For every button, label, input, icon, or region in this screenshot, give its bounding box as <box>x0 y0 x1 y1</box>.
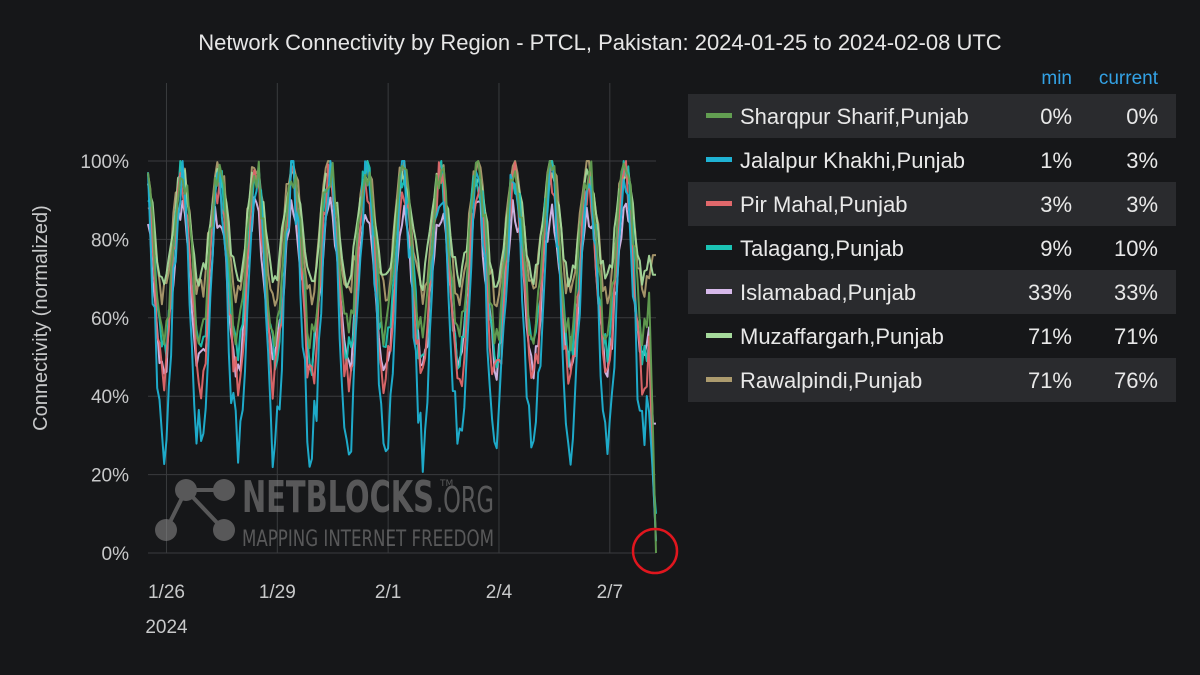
y-tick-label: 20% <box>91 466 129 487</box>
legend-min-value: 33% <box>1027 280 1072 305</box>
x-tick-label: 1/26 <box>148 582 185 603</box>
legend-min-value: 1% <box>1040 148 1072 173</box>
legend-row[interactable]: Sharqpur Sharif,Punjab 0% 0% <box>688 94 1176 138</box>
chart-axes: 0% 20% 40% 60% 80% 100% 1/26 2024 1/29 2/1 2/4 2/7 C… <box>30 152 623 638</box>
chart-title: Network Connectivity by Region - PTCL, P… <box>198 30 1002 55</box>
legend-row[interactable]: Muzaffargarh,Punjab 71% 71% <box>688 314 1176 358</box>
legend-current-value: 33% <box>1113 280 1158 305</box>
x-tick-label: 2/1 <box>375 582 401 603</box>
legend-header: min current <box>688 66 1176 94</box>
legend-series-name: Jalalpur Khakhi,Punjab <box>740 148 966 173</box>
watermark-tagline: MAPPING INTERNET FREEDOM <box>242 527 494 552</box>
legend-series-name: Rawalpindi,Punjab <box>740 368 923 393</box>
watermark-suffix: .ORG <box>436 480 494 521</box>
y-tick-label: 100% <box>80 152 129 173</box>
x-tick-label: 2/4 <box>486 582 513 603</box>
legend-current-value: 71% <box>1113 324 1158 349</box>
netblocks-logo-icon <box>155 479 235 541</box>
legend-row[interactable]: Rawalpindi,Punjab 71% 76% <box>688 358 1176 402</box>
legend-series-name: Sharqpur Sharif,Punjab <box>740 104 969 129</box>
legend-series-name: Muzaffargarh,Punjab <box>740 324 944 349</box>
y-tick-label: 60% <box>91 309 129 330</box>
netblocks-watermark: NETBLOCKS .ORG TM MAPPING INTERNET FREED… <box>155 472 494 552</box>
legend-swatch <box>706 289 732 294</box>
legend-col-current[interactable]: current <box>1098 68 1158 89</box>
legend-series-name: Pir Mahal,Punjab <box>740 192 908 217</box>
legend-current-value: 3% <box>1126 148 1158 173</box>
watermark-tm: TM <box>439 479 453 489</box>
y-tick-label: 0% <box>102 544 130 565</box>
legend-current-value: 76% <box>1113 368 1158 393</box>
legend-swatch <box>706 377 732 382</box>
connectivity-line-chart: NETBLOCKS .ORG TM MAPPING INTERNET FREED… <box>30 83 679 638</box>
legend-min-value: 3% <box>1040 192 1072 217</box>
legend-table: min current Sharqpur Sharif,Punjab 0% 0% Ja… <box>688 66 1176 402</box>
legend-current-value: 3% <box>1126 192 1158 217</box>
series-line <box>147 160 657 554</box>
legend-swatch <box>706 201 732 206</box>
legend-swatch <box>706 245 732 250</box>
legend-row[interactable]: Islamabad,Punjab 33% 33% <box>688 270 1176 314</box>
y-tick-label: 40% <box>91 387 129 408</box>
legend-series-name: Talagang,Punjab <box>740 236 904 261</box>
legend-row[interactable]: Talagang,Punjab 9% 10% <box>688 226 1176 270</box>
legend-min-value: 71% <box>1027 368 1072 393</box>
legend-min-value: 0% <box>1040 104 1072 129</box>
x-tick-sublabel: 2024 <box>145 617 188 638</box>
legend-min-value: 9% <box>1040 236 1072 261</box>
legend-min-value: 71% <box>1027 324 1072 349</box>
legend-swatch <box>706 333 732 338</box>
legend-swatch <box>706 157 732 162</box>
outage-highlight-circle <box>631 527 679 575</box>
legend-row[interactable]: Pir Mahal,Punjab 3% 3% <box>688 182 1176 226</box>
x-tick-label: 2/7 <box>597 582 623 603</box>
legend-current-value: 0% <box>1126 104 1158 129</box>
y-tick-label: 80% <box>91 230 129 251</box>
legend-row[interactable]: Jalalpur Khakhi,Punjab 1% 3% <box>688 138 1176 182</box>
x-tick-label: 1/29 <box>259 582 296 603</box>
watermark-brand: NETBLOCKS <box>242 472 434 523</box>
series-lines <box>147 160 657 554</box>
y-axis-label: Connectivity (normalized) <box>30 205 52 431</box>
legend-series-name: Islamabad,Punjab <box>740 280 917 305</box>
legend-col-min[interactable]: min <box>1041 68 1072 89</box>
legend-swatch <box>706 113 732 118</box>
series-line <box>147 160 657 542</box>
legend-current-value: 10% <box>1113 236 1158 261</box>
